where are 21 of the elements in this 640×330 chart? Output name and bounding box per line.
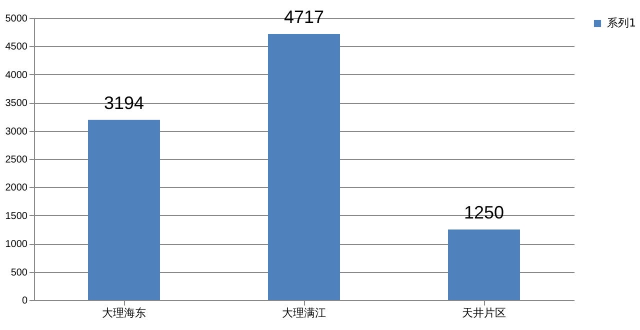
y-tick-label: 1000 [5, 239, 28, 250]
data-label: 4717 [284, 6, 324, 27]
legend-label: 系列1 [607, 16, 636, 30]
x-tick-label: 大理海东 [102, 306, 146, 320]
bar [448, 230, 520, 300]
data-label: 1250 [464, 202, 504, 222]
data-label: 3194 [104, 92, 144, 113]
y-tick-label: 1500 [5, 210, 28, 222]
y-tick-label: 3000 [5, 126, 28, 138]
x-tick-label: 大理满江 [282, 306, 326, 320]
y-tick-label: 500 [10, 267, 28, 278]
bar [88, 120, 160, 300]
y-tick-label: 4000 [5, 70, 28, 81]
x-tick-label: 天井片区 [462, 306, 506, 320]
y-tick-label: 0 [22, 296, 28, 306]
bar [268, 34, 340, 300]
y-tick-label: 5000 [5, 14, 28, 24]
y-tick-label: 2000 [5, 182, 28, 194]
y-tick-label: 3500 [5, 98, 28, 110]
y-tick-label: 2500 [5, 154, 28, 166]
y-tick-label: 4500 [5, 42, 28, 53]
